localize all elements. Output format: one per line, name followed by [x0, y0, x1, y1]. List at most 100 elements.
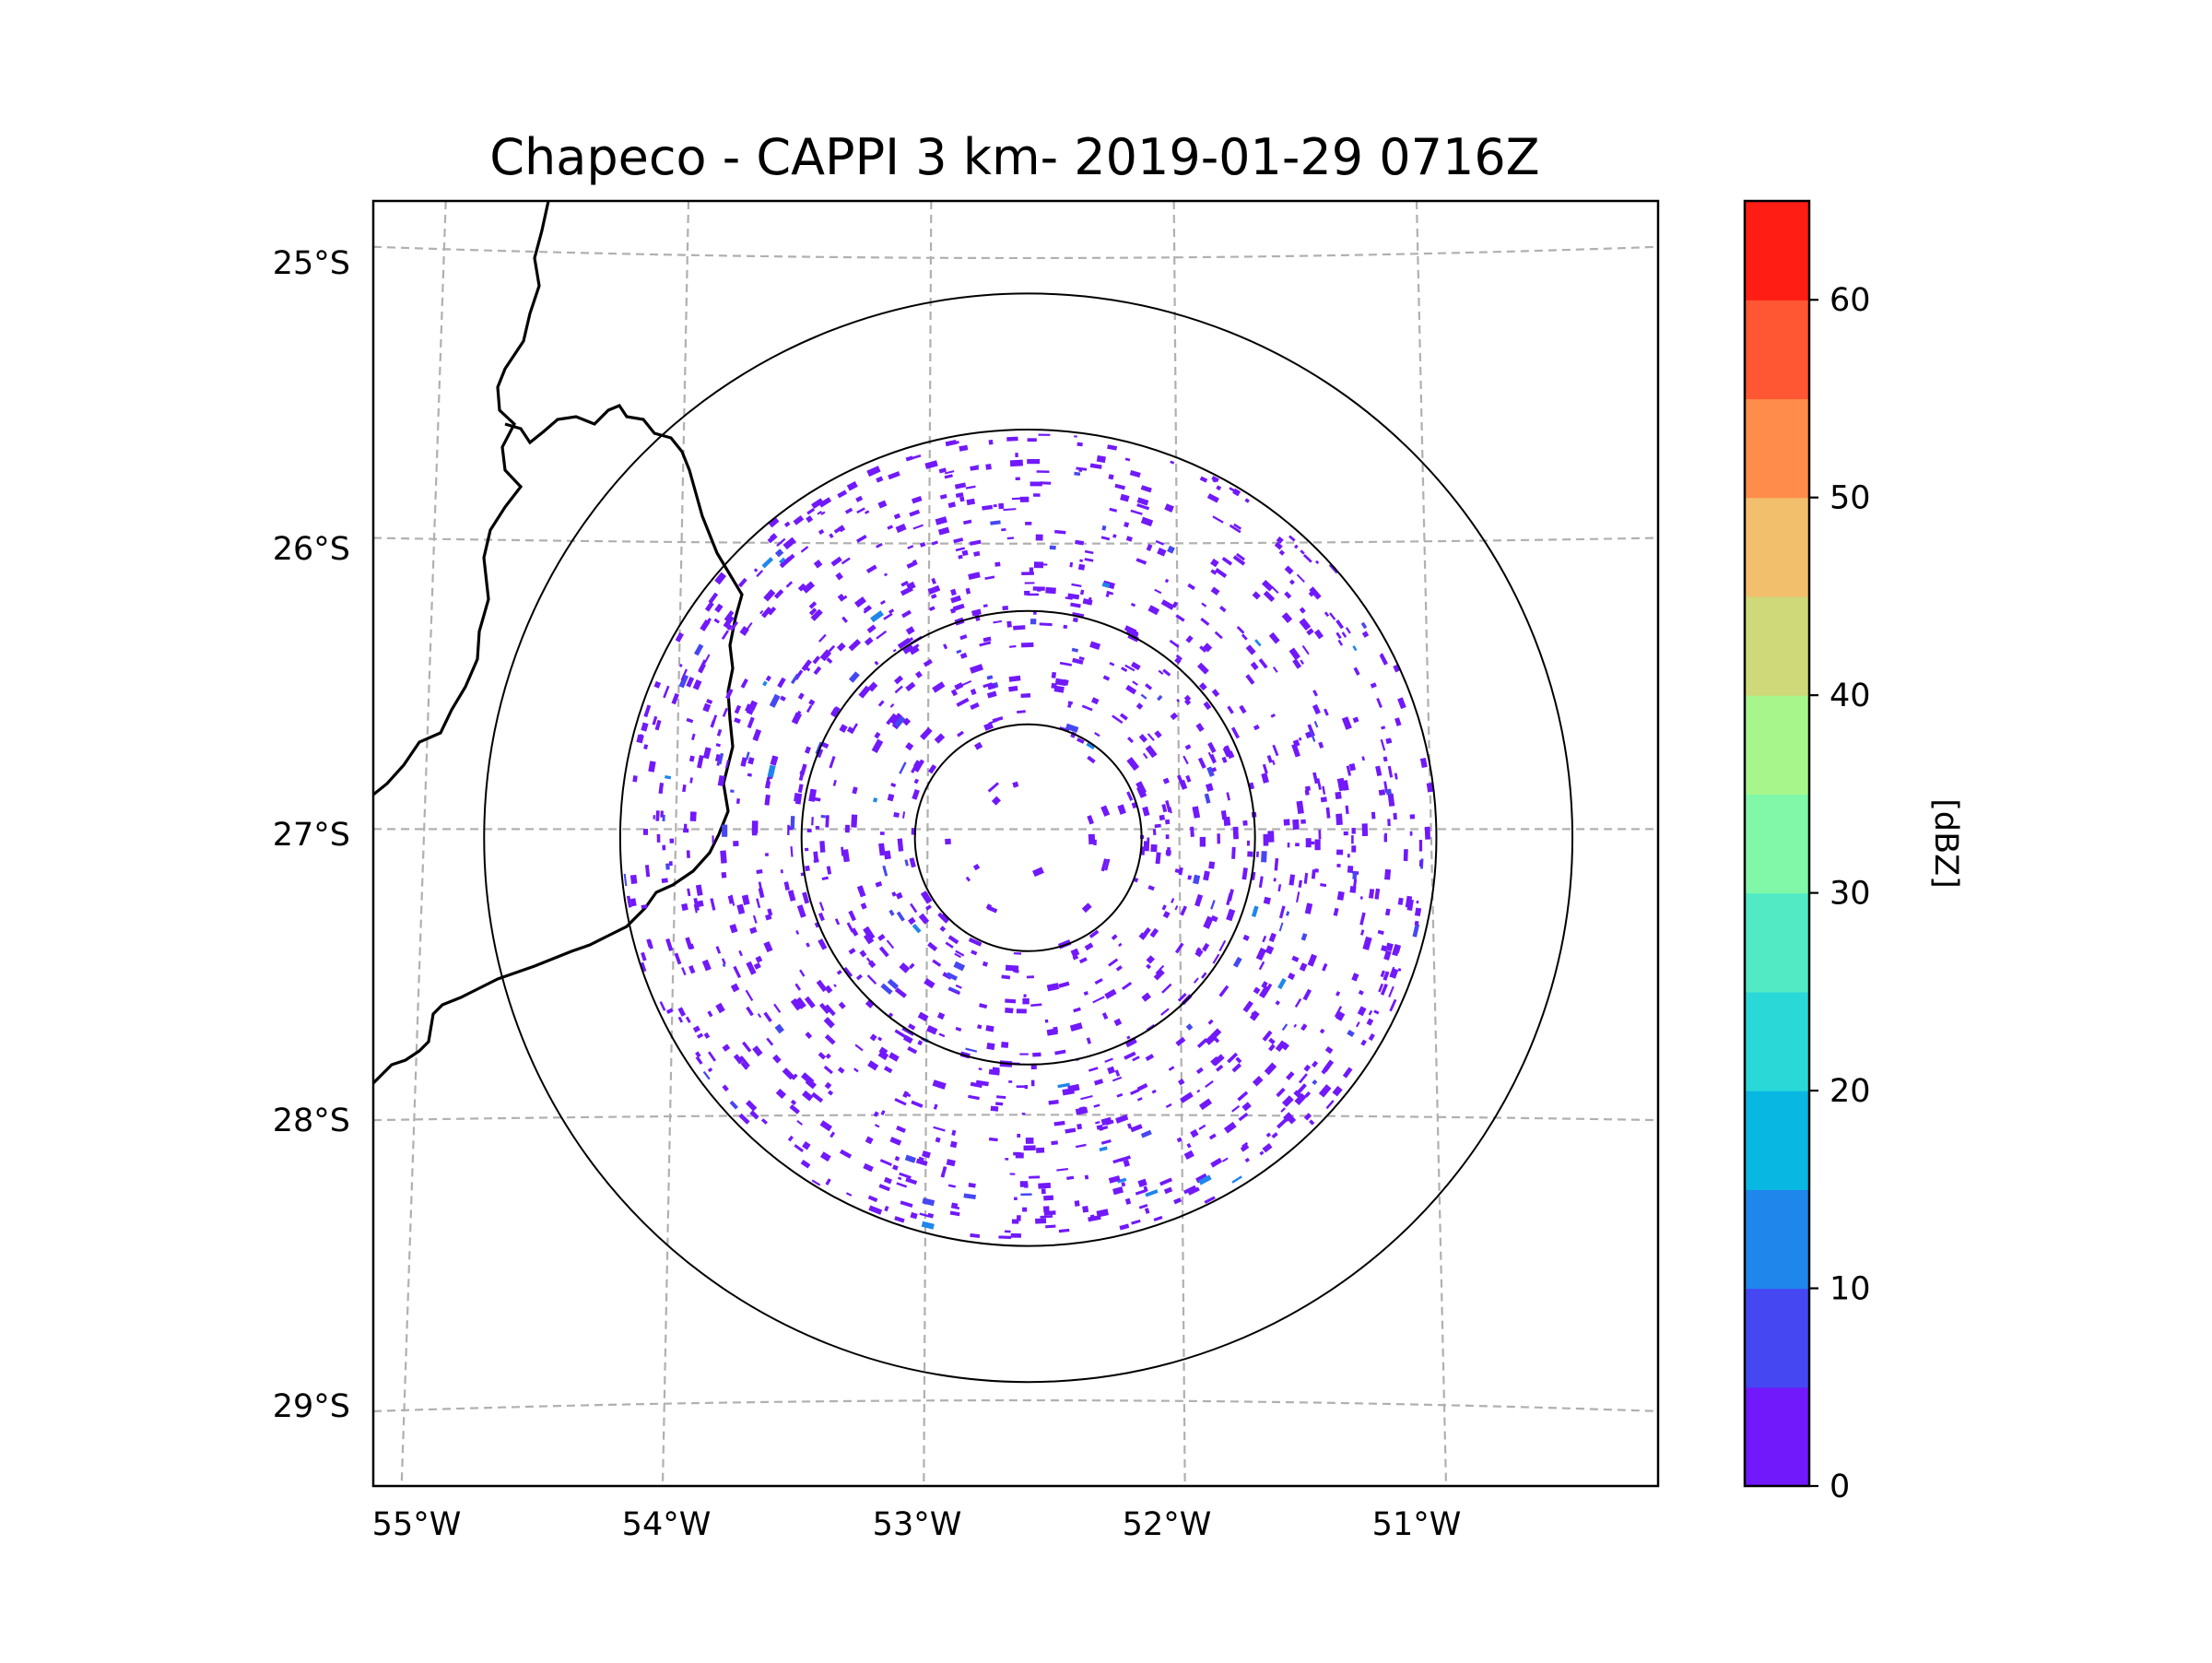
echo-cell: [1043, 1196, 1053, 1201]
echo-cell: [712, 835, 713, 843]
echo-cell: [1256, 852, 1259, 857]
echo-cell: [1005, 1008, 1013, 1013]
echo-cell: [819, 841, 825, 853]
echo-cell: [811, 817, 814, 825]
echo-cell: [1036, 535, 1043, 541]
echo-cell: [1036, 1148, 1044, 1153]
echo-cell: [1190, 827, 1194, 837]
echo-cell: [630, 875, 638, 884]
echo-cell: [1022, 1208, 1027, 1212]
echo-cell: [1242, 820, 1247, 826]
echo-cell: [1352, 871, 1357, 879]
echo-cell: [670, 839, 675, 843]
echo-cell: [1085, 1174, 1088, 1179]
echo-cell: [687, 850, 690, 858]
echo-cell: [1031, 1080, 1035, 1087]
echo-cell: [733, 841, 738, 846]
echo-cell: [1284, 819, 1290, 825]
echo-cell: [1159, 815, 1165, 820]
echo-cell: [1039, 434, 1051, 436]
echo-cell: [665, 863, 670, 869]
echo-cell: [1020, 1193, 1031, 1196]
lat-tick-label: 28°S: [273, 1103, 350, 1139]
echo-cell: [1014, 952, 1021, 955]
echo-cell: [1015, 453, 1018, 457]
echo-cell: [643, 829, 648, 835]
colorbar-band: [1745, 596, 1809, 696]
chart-title: Chapeco - CAPPI 3 km- 2019-01-29 0716Z: [489, 128, 1539, 186]
echo-cell: [1344, 832, 1348, 835]
lon-tick-label: 54°W: [622, 1506, 712, 1543]
echo-cell: [1030, 482, 1042, 487]
colorbar-band: [1745, 1387, 1809, 1487]
echo-cell: [1001, 528, 1006, 531]
lon-tick-label: 51°W: [1372, 1506, 1462, 1543]
echo-cell: [998, 1235, 1011, 1239]
echo-cell: [1006, 621, 1012, 628]
echo-cell: [1077, 442, 1082, 447]
echo-cell: [1077, 1124, 1082, 1129]
echo-cell: [1305, 786, 1311, 792]
echo-cell: [722, 825, 727, 837]
echo-cell: [998, 503, 1004, 510]
colorbar-tick-label: 40: [1830, 678, 1871, 714]
echo-cell: [845, 825, 850, 833]
echo-cell: [1063, 625, 1067, 629]
echo-cell: [1052, 672, 1056, 678]
echo-cell: [1386, 789, 1392, 796]
echo-cell: [1045, 1020, 1049, 1023]
echo-cell: [1025, 582, 1035, 584]
echo-cell: [1153, 829, 1157, 835]
echo-cell: [660, 810, 664, 817]
echo-cell: [1050, 546, 1056, 550]
lat-tick-label: 29°S: [273, 1388, 350, 1425]
lat-tick-label: 26°S: [273, 531, 350, 568]
lat-tick-label: 25°S: [273, 245, 350, 282]
echo-cell: [995, 1102, 1003, 1105]
echo-cell: [1394, 813, 1397, 820]
colorbar-band: [1745, 1091, 1809, 1190]
echo-cell: [1074, 435, 1077, 437]
colorbar-band: [1745, 300, 1809, 399]
echo-cell: [690, 811, 697, 821]
echo-cell: [825, 815, 829, 827]
colorbar-band: [1745, 398, 1809, 498]
echo-cell: [1027, 459, 1040, 464]
echo-cell: [1016, 478, 1020, 480]
colorbar-band: [1745, 1189, 1809, 1289]
echo-cell: [1410, 832, 1413, 836]
echo-cell: [1384, 869, 1391, 880]
echo-cell: [1371, 812, 1376, 820]
echo-cell: [1144, 841, 1149, 851]
echo-cell: [1347, 854, 1350, 857]
echo-cell: [1351, 835, 1354, 843]
echo-cell: [1014, 1197, 1018, 1200]
echo-cell: [1379, 789, 1385, 796]
echo-cell: [1231, 847, 1236, 859]
echo-cell: [1027, 594, 1039, 596]
echo-cell: [1247, 841, 1250, 846]
echo-cell: [1233, 827, 1239, 840]
echo-cell: [1295, 843, 1300, 846]
colorbar-bands: [1745, 201, 1809, 1487]
echo-cell: [1217, 833, 1220, 843]
echo-cell: [1045, 587, 1056, 594]
echo-cell: [805, 848, 808, 851]
echo-cell: [632, 775, 637, 782]
colorbar-tick-label: 10: [1830, 1271, 1871, 1308]
echo-cell: [1026, 1138, 1034, 1144]
echo-cell: [1208, 861, 1215, 868]
echo-cell: [1022, 1113, 1026, 1115]
colorbar-band: [1745, 695, 1809, 795]
echo-cell: [781, 869, 783, 873]
echo-cell: [1321, 796, 1327, 802]
echo-cell: [1019, 1054, 1029, 1056]
echo-cell: [1035, 1218, 1046, 1223]
echo-cell: [1025, 1085, 1028, 1089]
echo-cell: [1419, 840, 1422, 852]
echo-cell: [683, 829, 688, 833]
echo-cell: [720, 850, 727, 863]
echo-cell: [1038, 1183, 1051, 1189]
colorbar-label: [dBZ]: [1927, 798, 1964, 889]
